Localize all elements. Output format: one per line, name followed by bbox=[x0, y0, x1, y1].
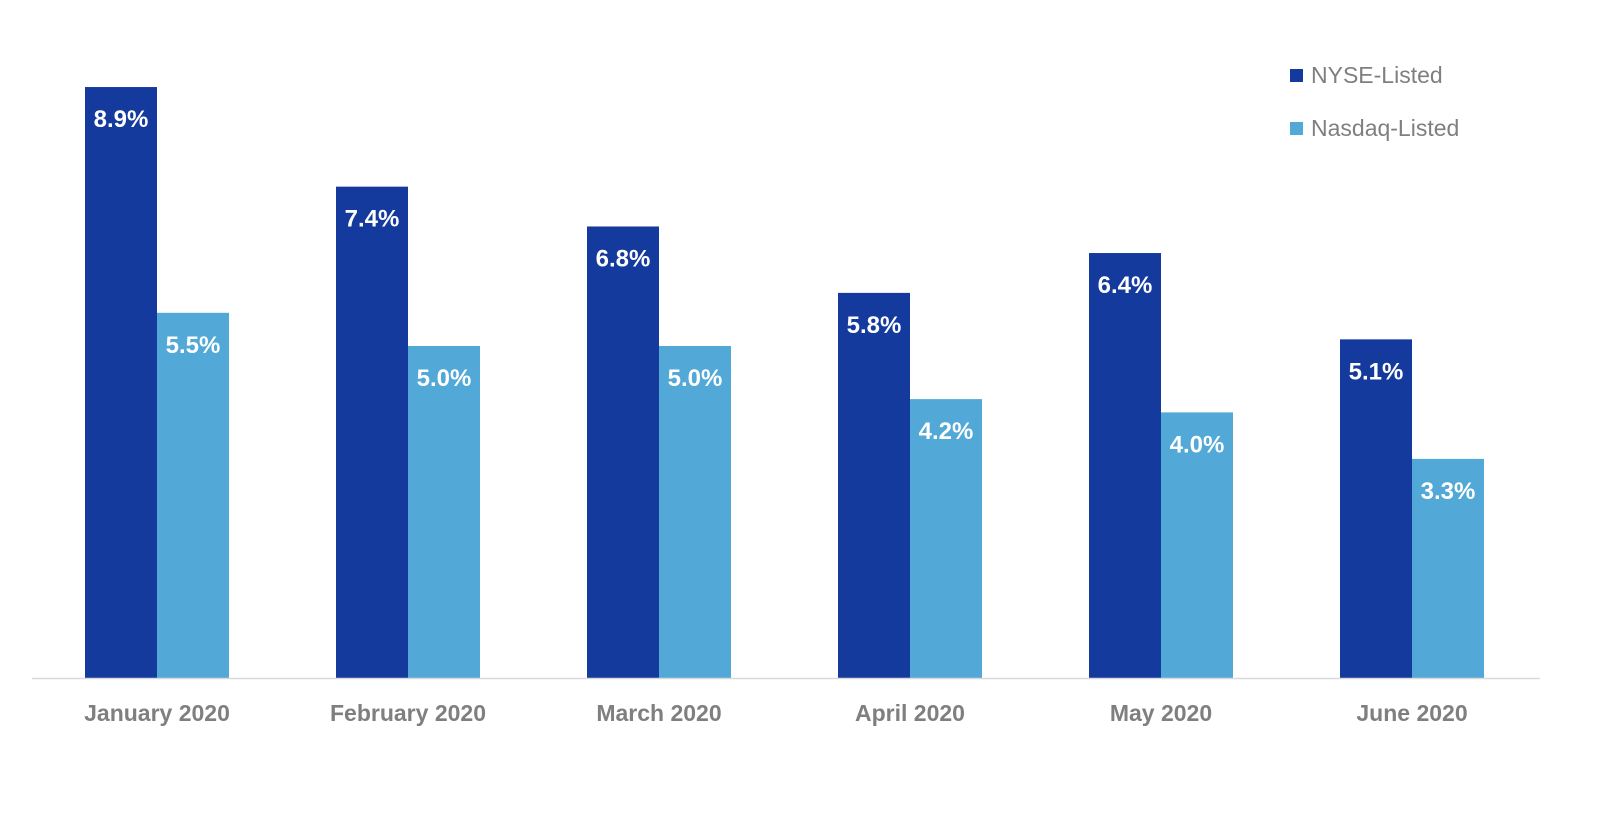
bar-nasdaq-3 bbox=[659, 346, 731, 678]
bar-nyse-4 bbox=[838, 292, 910, 678]
bar-nasdaq-1 bbox=[157, 312, 229, 678]
bar-nyse-3 bbox=[587, 226, 659, 679]
x-tick-label-3: March 2020 bbox=[596, 700, 721, 726]
bar-nasdaq-6 bbox=[1412, 458, 1484, 678]
legend-item-nyse: NYSE-Listed bbox=[1290, 60, 1459, 90]
x-tick-label-2: February 2020 bbox=[330, 700, 486, 726]
x-tick-label-4: April 2020 bbox=[855, 700, 965, 726]
bar-nyse-5 bbox=[1089, 253, 1161, 679]
data-label-nyse-1: 8.9% bbox=[94, 106, 149, 133]
legend-label-nasdaq: Nasdaq-Listed bbox=[1311, 114, 1460, 141]
data-label-nasdaq-1: 5.5% bbox=[166, 332, 221, 359]
data-label-nyse-3: 6.8% bbox=[596, 245, 651, 272]
data-label-nasdaq-5: 4.0% bbox=[1170, 431, 1225, 458]
bar-nyse-2 bbox=[336, 186, 408, 678]
data-labels-group: 8.9% 5.5% 7.4% 5.0% 6.8% 5.0% 5.8% 4.2% 6.4% 4.0%… bbox=[94, 106, 1476, 505]
bar-nyse-6 bbox=[1340, 339, 1412, 678]
data-label-nyse-2: 7.4% bbox=[345, 206, 400, 233]
data-label-nasdaq-2: 5.0% bbox=[417, 365, 472, 392]
bar-nasdaq-2 bbox=[408, 346, 480, 678]
data-label-nyse-6: 5.1% bbox=[1349, 358, 1404, 385]
bar-nasdaq-5 bbox=[1161, 412, 1233, 678]
bar-nasdaq-4 bbox=[910, 399, 982, 678]
x-tick-label-1: January 2020 bbox=[84, 700, 230, 726]
legend-swatch-nyse bbox=[1290, 68, 1303, 82]
data-label-nasdaq-6: 3.3% bbox=[1421, 478, 1476, 505]
data-label-nasdaq-4: 4.2% bbox=[919, 418, 974, 445]
x-tick-label-6: June 2020 bbox=[1356, 700, 1467, 726]
data-label-nasdaq-3: 5.0% bbox=[668, 365, 723, 392]
legend-item-nasdaq: Nasdaq-Listed bbox=[1290, 113, 1459, 143]
x-tick-label-5: May 2020 bbox=[1110, 700, 1212, 726]
legend-swatch-nasdaq bbox=[1290, 121, 1303, 135]
data-label-nyse-4: 5.8% bbox=[847, 312, 902, 339]
bar-nyse-1 bbox=[85, 87, 157, 679]
bars-group bbox=[85, 87, 1484, 679]
legend-label-nyse: NYSE-Listed bbox=[1311, 61, 1443, 88]
legend: NYSE-Listed Nasdaq-Listed bbox=[1290, 60, 1459, 166]
x-tick-labels-group: January 2020 February 2020 March 2020 April… bbox=[84, 700, 1468, 726]
data-label-nyse-5: 6.4% bbox=[1098, 272, 1153, 299]
